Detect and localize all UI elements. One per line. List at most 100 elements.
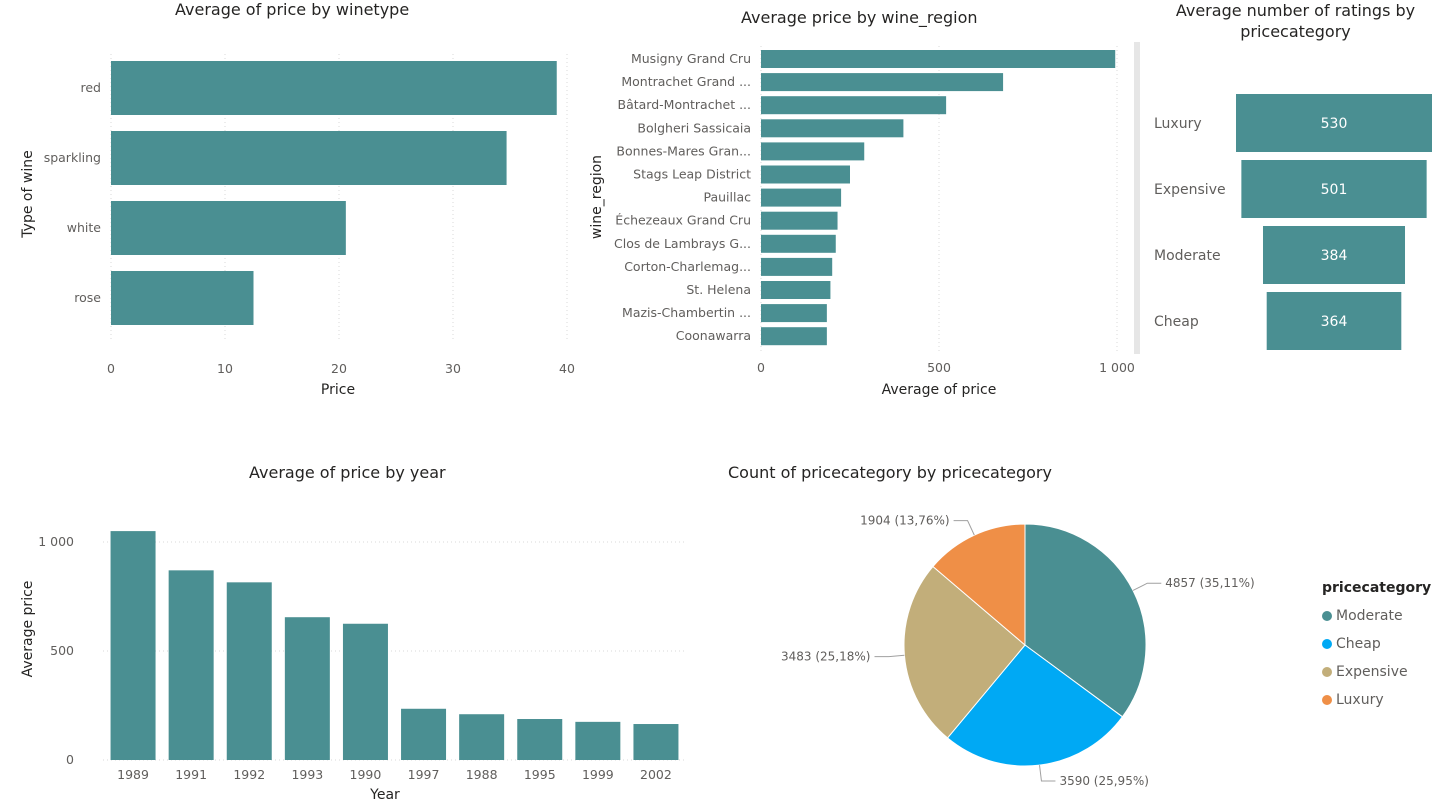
scrollbar-track (1134, 42, 1140, 354)
category-label: Bonnes-Mares Gran... (616, 143, 751, 158)
x-axis-title: Average of price (882, 382, 997, 398)
year-chart: 0 500 1 000 1989 1991 1992 1993 1990 1997 1988 199… (20, 531, 684, 803)
category-label: Stags Leap District (633, 167, 751, 182)
bar (761, 188, 842, 207)
funnel-category-label: Expensive (1154, 182, 1226, 198)
pie-leader-line (1132, 582, 1162, 591)
bar (761, 281, 831, 299)
category-label: white (67, 220, 102, 235)
category-label: rose (74, 290, 101, 305)
x-tick-label: 500 (927, 360, 951, 375)
legend-item[interactable]: Luxury (1322, 686, 1431, 714)
category-label: Pauillac (703, 190, 751, 205)
region-chart: 0 500 1 000 Musigny Grand Cru Montrachet Gra… (589, 42, 1140, 398)
x-tick-label: 1993 (291, 767, 323, 782)
pie-legend: pricecategory Moderate Cheap Expensive Luxu… (1322, 580, 1431, 714)
category-label: Clos de Lambrays G... (614, 236, 751, 251)
category-label: red (81, 80, 102, 95)
legend-label: Expensive (1336, 664, 1408, 680)
funnel-value-label: 364 (1321, 314, 1348, 330)
pie-legend-items: Moderate Cheap Expensive Luxury (1322, 602, 1431, 714)
funnel-category-label: Moderate (1154, 248, 1221, 264)
pie-slice (946, 644, 1124, 767)
bar (761, 327, 827, 346)
x-tick-label: 1989 (117, 767, 149, 782)
funnel-bar (1236, 94, 1432, 152)
y-axis-title: Average price (20, 581, 36, 678)
pie-legend-title: pricecategory (1322, 580, 1432, 596)
category-label: Corton-Charlemag... (624, 259, 751, 274)
x-tick-label: 1999 (582, 767, 614, 782)
legend-item[interactable]: Cheap (1322, 630, 1431, 658)
funnel-category-label: Cheap (1154, 314, 1199, 330)
pie-data-label: 3483 (25,18%) (781, 650, 870, 664)
bar (459, 714, 505, 760)
x-tick-label: 1992 (233, 767, 265, 782)
bar (111, 271, 254, 325)
bar (575, 721, 621, 760)
bar (761, 96, 947, 115)
legend-swatch (1322, 639, 1332, 649)
funnel-bar (1241, 160, 1427, 218)
legend-item[interactable]: Moderate (1322, 602, 1431, 630)
bar (761, 119, 904, 138)
pie-data-label: 1904 (13,76%) (860, 514, 949, 528)
bar (761, 211, 838, 230)
bar (761, 165, 850, 184)
funnel-bar (1266, 292, 1402, 350)
legend-swatch (1322, 611, 1332, 621)
pie-slice (932, 523, 1026, 647)
category-label: sparkling (44, 150, 101, 165)
category-label: Bâtard-Montrachet ... (618, 97, 752, 112)
pie-leader-line (953, 520, 975, 536)
funnel-value-label: 384 (1321, 248, 1348, 264)
winetype-chart-panel: Average of price by winetype 0 10 20 30 40 re… (0, 0, 600, 410)
legend-label: Cheap (1336, 636, 1381, 652)
category-label: Mazis-Chambertin ... (622, 305, 751, 320)
funnel-value-label: 501 (1321, 182, 1348, 198)
ratings-funnel-title: Average number of ratings by pricecatego… (1158, 0, 1433, 42)
legend-swatch (1322, 695, 1332, 705)
category-label: Bolgheri Sassicaia (637, 120, 751, 135)
bar (761, 142, 865, 161)
region-chart-title: Average price by wine_region (741, 8, 978, 27)
bar (761, 73, 1004, 92)
bar (401, 708, 447, 760)
ratings-funnel-chart: 530 Luxury 501 Expensive 384 Moderate 364 Cheap (1154, 94, 1432, 350)
legend-label: Moderate (1336, 608, 1403, 624)
x-tick-label: 40 (559, 361, 575, 376)
pie-leader-line (1039, 765, 1056, 782)
bar (110, 531, 156, 760)
pie-data-label: 4857 (35,11%) (1165, 576, 1254, 590)
category-label: St. Helena (686, 282, 751, 297)
pie-data-label: 3590 (25,95%) (1059, 774, 1148, 788)
category-label: Échezeaux Grand Cru (615, 213, 751, 228)
year-chart-panel: Average of price by year 0 500 1 000 1989 19… (0, 0, 700, 807)
bar (761, 234, 836, 253)
funnel-bar (1262, 226, 1406, 284)
winetype-chart-title: Average of price by winetype (175, 0, 410, 19)
bar (111, 131, 507, 185)
ratings-funnel-title-line2: pricecategory (1240, 22, 1351, 41)
category-label: Coonawarra (676, 328, 751, 343)
legend-swatch (1322, 667, 1332, 677)
category-label: Montrachet Grand ... (621, 74, 751, 89)
x-tick-label: 0 (757, 360, 765, 375)
ratings-funnel-panel: Average number of ratings by pricecatego… (1154, 0, 1433, 350)
legend-item[interactable]: Expensive (1322, 658, 1431, 686)
bar (761, 257, 833, 276)
x-tick-label: 30 (445, 361, 461, 376)
y-tick-label: 500 (50, 643, 74, 658)
pie-leader-line (874, 654, 905, 658)
bar (761, 50, 1116, 68)
x-tick-label: 20 (331, 361, 347, 376)
y-tick-label: 0 (66, 752, 74, 767)
bar (761, 304, 827, 323)
year-chart-title: Average of price by year (249, 463, 446, 482)
bar (284, 617, 330, 760)
bar (517, 719, 563, 760)
x-tick-label: 1 000 (1099, 360, 1135, 375)
bar (633, 724, 679, 760)
